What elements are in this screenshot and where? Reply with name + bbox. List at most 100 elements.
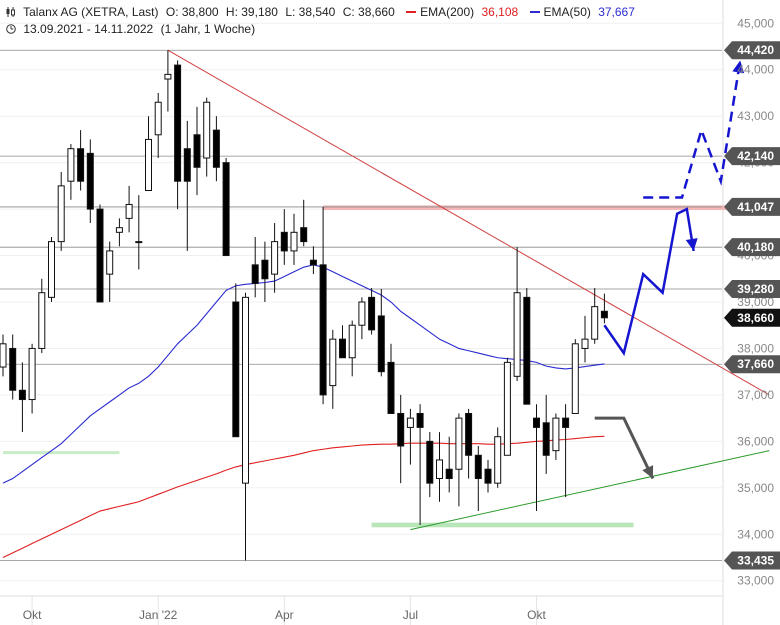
candle-body [193, 134, 201, 168]
y-axis: 33,000 34,000 35,000 36,000 37,000 38,000 39,0… [737, 16, 774, 587]
candle-body [513, 292, 521, 377]
candle-body [96, 208, 104, 303]
y-tick-label: 35,000 [737, 481, 774, 495]
x-tick-label: Okt [23, 608, 42, 622]
x-tick-label: Jan '22 [139, 608, 178, 622]
candle-body [377, 315, 385, 373]
candle-body [600, 310, 608, 319]
candle-body [484, 468, 492, 484]
y-tick-label: 44,000 [737, 63, 774, 77]
bearish-path-arrowhead [642, 465, 654, 479]
level-badge-label: 39,280 [737, 282, 774, 296]
bearish-path-line [594, 416, 655, 480]
candle-body [280, 231, 288, 252]
candle-body [154, 101, 162, 136]
candle-body [57, 185, 65, 243]
y-tick-label: 45,000 [737, 16, 774, 30]
candle-body [212, 129, 220, 168]
bullish-extension-line [643, 60, 742, 199]
candle-body [300, 227, 308, 243]
candle-body [125, 203, 133, 219]
horizontal-levels [0, 49, 722, 561]
candle-body [571, 343, 579, 414]
candle-body [445, 468, 453, 480]
highlight-zones [3, 205, 770, 528]
candle-body [271, 241, 279, 275]
ema50-label: EMA(50) [543, 5, 591, 19]
candle-body [232, 301, 240, 438]
candle-body [533, 417, 540, 428]
y-tick-label: 37,000 [737, 388, 774, 402]
candle-body [368, 296, 376, 331]
chart-header-line-1: Talanx AG (XETRA, Last) O: 38,800 H: 39,… [6, 5, 639, 19]
candle-body [436, 459, 443, 480]
level-badge-label: 40,180 [737, 240, 774, 254]
candle-body [426, 440, 434, 484]
downtrend-trendline [167, 49, 770, 396]
candlestick-icon [6, 6, 16, 17]
date-range: 13.09.2021 - 14.11.2022 [23, 22, 154, 36]
candle-body [290, 231, 298, 252]
y-tick-label: 43,000 [737, 109, 774, 123]
ema50-value: 37,667 [598, 5, 635, 19]
clock-icon [6, 23, 16, 34]
level-badge-label: 37,660 [737, 357, 774, 371]
candle-body [115, 227, 123, 233]
level-badge [724, 279, 780, 298]
ema50-line [2, 264, 605, 484]
ema200-label: EMA(200) [420, 5, 475, 19]
candle-body [86, 152, 94, 210]
zone-band [3, 451, 120, 455]
y-tick-label: 36,000 [737, 434, 774, 448]
level-badge [724, 197, 780, 216]
ema50-swatch [529, 11, 540, 13]
high-value: H: 39,180 [225, 5, 278, 19]
x-axis: Okt Jan '22 Apr Jul Okt [0, 595, 722, 625]
level-badges: 44,420 42,140 41,047 40,180 39,280 37,660 33,4… [724, 41, 780, 570]
trendlines [167, 49, 770, 531]
candle-body [494, 436, 502, 484]
candle-body [38, 292, 46, 349]
interval: (1 Jahr, 1 Woche) [160, 22, 256, 36]
candle-body [48, 241, 55, 298]
x-tick-label: Apr [275, 608, 294, 622]
candle-body [562, 417, 570, 428]
candle-body [358, 301, 366, 326]
candle-body [319, 264, 327, 396]
candle-body [455, 417, 463, 470]
candle-body [145, 138, 152, 192]
level-badge-label: 42,140 [737, 149, 774, 163]
ema200-swatch [406, 11, 417, 13]
scenario-arrows [594, 60, 745, 480]
level-badge [724, 238, 780, 257]
last-price-badge-label: 38,660 [737, 311, 774, 325]
candle-body [0, 343, 7, 368]
chart-header-line-2: 13.09.2021 - 14.11.2022 (1 Jahr, 1 Woche… [6, 22, 259, 36]
candle-body [9, 347, 17, 391]
y-tick-label: 38,000 [737, 341, 774, 355]
candle-body [387, 361, 395, 414]
candle-body [67, 148, 75, 182]
candle-body [339, 338, 346, 359]
close-value: C: 38,660 [342, 5, 395, 19]
candle-body [406, 417, 414, 428]
ema200-value: 36,108 [481, 5, 519, 19]
candle-body [222, 162, 230, 257]
candle-body [465, 412, 473, 456]
bullish-path-line [603, 207, 695, 357]
candle-body [581, 338, 589, 349]
candle-body [542, 422, 550, 456]
candle-body [18, 389, 26, 401]
level-badge [724, 355, 780, 374]
low-value: L: 38,540 [285, 5, 336, 19]
candle-body [164, 73, 172, 80]
candle-body [309, 259, 317, 266]
candle-body [416, 412, 424, 428]
level-badge [724, 551, 780, 570]
candle-body [174, 64, 182, 182]
candle-body [552, 417, 560, 452]
candle-body [242, 296, 249, 484]
candle-body [251, 264, 259, 284]
candle-body [203, 101, 211, 159]
